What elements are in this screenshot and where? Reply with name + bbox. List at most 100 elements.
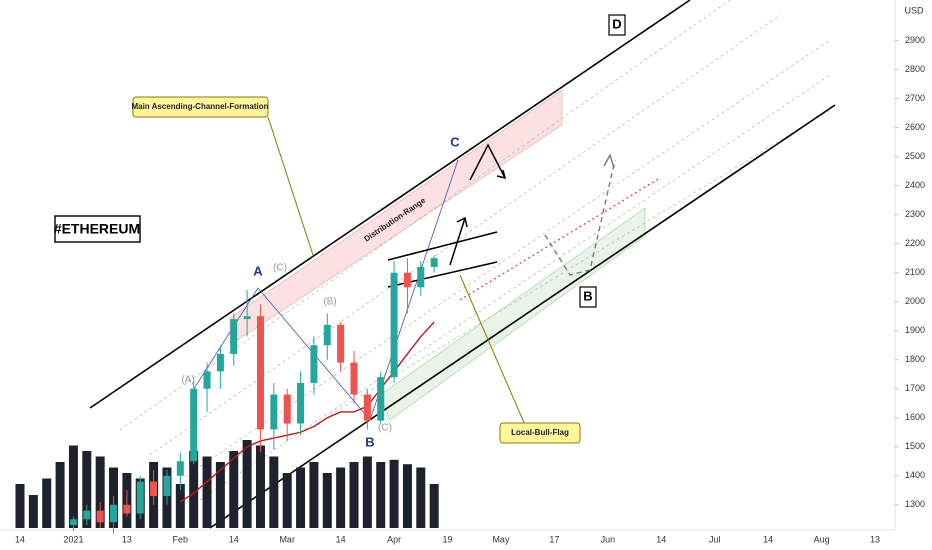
volume-bar — [309, 462, 319, 528]
candle-body — [110, 504, 118, 523]
y-tick-label: 1500 — [905, 441, 925, 451]
y-tick-label: 1900 — [905, 325, 925, 335]
channel-subdivisions — [119, 0, 831, 501]
candle-body — [190, 388, 198, 462]
candle-body — [377, 377, 385, 421]
y-tick-label: 2900 — [905, 35, 925, 45]
arrow-head — [456, 216, 468, 228]
candle-body — [216, 353, 224, 372]
volume-bar — [376, 462, 386, 528]
volume-bar — [269, 456, 279, 528]
volume-bar — [202, 456, 212, 528]
candle-body — [123, 504, 131, 514]
candle-body — [270, 394, 278, 430]
wave-point: B — [365, 434, 374, 449]
volume-bar — [95, 456, 105, 528]
candle-body — [136, 481, 144, 514]
y-tick-label: 1400 — [905, 470, 925, 480]
callout-box — [499, 422, 581, 444]
y-tick-label: 1800 — [905, 354, 925, 364]
chart-title: #ETHEREUM — [54, 221, 140, 237]
volume-bar — [296, 467, 306, 528]
x-tick-label: Apr — [387, 534, 401, 544]
volume-bar — [336, 467, 346, 528]
arrow-head — [603, 153, 615, 169]
candle-body — [83, 510, 91, 520]
candle-body — [390, 272, 398, 378]
x-tick-label: 14 — [229, 534, 239, 544]
title-box — [54, 215, 141, 243]
x-tick-label: Feb — [173, 534, 189, 544]
x-tick-label: 19 — [443, 534, 453, 544]
volume-bar — [28, 495, 38, 528]
x-tick-label: 17 — [549, 534, 559, 544]
volume-bar — [175, 484, 185, 528]
volume-bar — [82, 451, 92, 528]
point-box — [579, 286, 597, 308]
support-band — [379, 207, 646, 421]
y-tick-label: 2800 — [905, 64, 925, 74]
candle-body — [310, 345, 318, 383]
x-tick-label: 14 — [15, 534, 25, 544]
candle-body — [283, 394, 291, 424]
y-tick-label: 2400 — [905, 180, 925, 190]
sub-wave: (A) — [181, 375, 194, 386]
callout-box — [132, 96, 269, 118]
volume-bar — [15, 484, 25, 528]
projection-path — [544, 159, 616, 276]
currency-label: USD — [904, 5, 924, 15]
x-tick-label: 14 — [336, 534, 346, 544]
wave-point: C — [450, 134, 460, 149]
wave-point: B — [583, 288, 592, 303]
x-tick-label: 13 — [122, 534, 132, 544]
sub-wave: (C) — [378, 423, 392, 434]
distribution-band — [229, 89, 563, 346]
volume-bar — [255, 445, 265, 528]
volume-bar — [189, 451, 199, 528]
candle-body — [350, 362, 358, 395]
y-tick-label: 1600 — [905, 412, 925, 422]
candle-body — [69, 519, 77, 526]
candle-body — [256, 316, 264, 430]
candle-body — [150, 481, 158, 497]
callout-pointer — [459, 274, 526, 426]
wave-point: A — [253, 263, 263, 278]
volume-bar — [68, 445, 78, 528]
x-tick-label: Jun — [601, 534, 616, 544]
volume-bar — [429, 484, 439, 528]
callout-pointer — [267, 116, 314, 256]
volume-bar — [362, 456, 372, 528]
arrow — [469, 143, 506, 181]
sub-wave: (C) — [273, 263, 287, 274]
y-tick-label: 2500 — [905, 151, 925, 161]
mid-line — [459, 177, 661, 301]
y-tick-label: 2600 — [905, 122, 925, 132]
y-tick-label: 2300 — [905, 209, 925, 219]
point-box — [608, 14, 626, 36]
candle-body — [403, 272, 411, 288]
flag-upper — [387, 231, 498, 261]
arrow — [449, 217, 466, 266]
candle-body — [417, 266, 425, 288]
x-tick-label: May — [492, 534, 510, 544]
candle-body — [323, 324, 331, 346]
volume-bar — [282, 473, 292, 528]
arrow-head — [496, 169, 507, 180]
channel-upper — [89, 0, 691, 409]
y-tick-label: 1700 — [905, 383, 925, 393]
candle-body — [96, 510, 104, 523]
candle-body — [163, 475, 171, 497]
volume-bar — [55, 462, 65, 528]
callout-text: Main Ascending-Channel-Formation — [131, 102, 268, 111]
wave-point: D — [612, 16, 621, 31]
y-tick-label: 1300 — [905, 499, 925, 509]
x-tick-label: 14 — [763, 534, 773, 544]
volume-bar — [242, 440, 252, 528]
y-tick-label: 2200 — [905, 238, 925, 248]
x-tick-label: 14 — [656, 534, 666, 544]
channel-lower — [209, 104, 836, 529]
candle-body — [243, 316, 251, 320]
volume-bar — [389, 459, 399, 528]
